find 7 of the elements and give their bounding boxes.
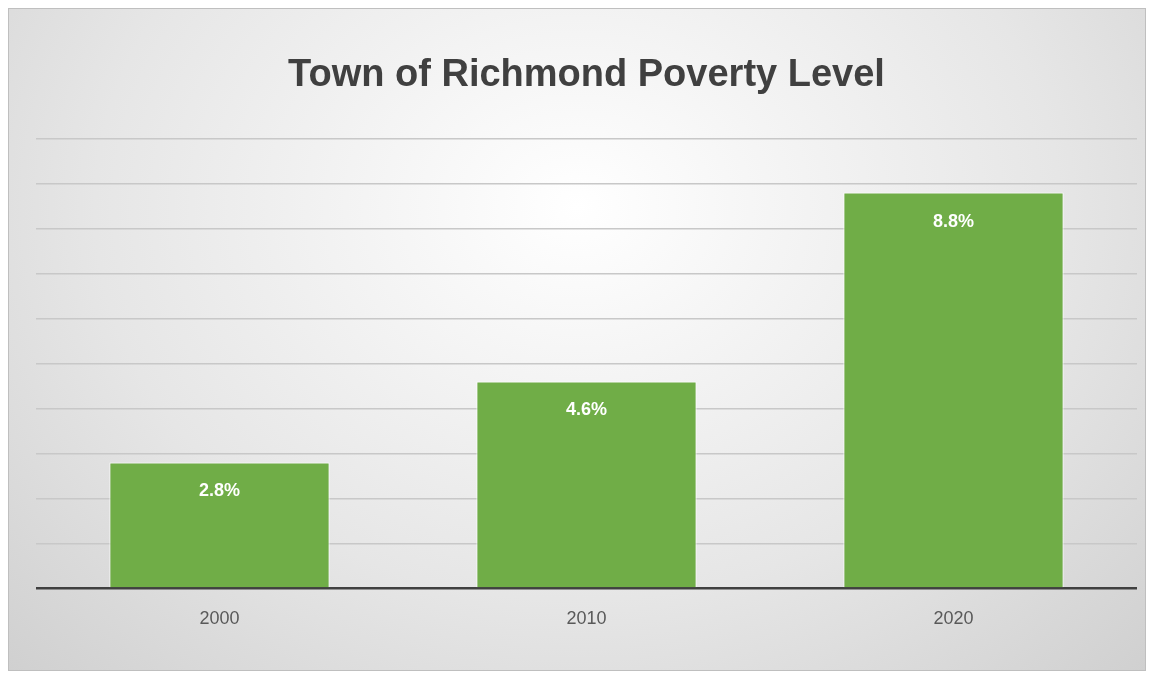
x-tick-label: 2020: [933, 608, 974, 629]
x-tick-label: 2000: [199, 608, 240, 629]
x-tick-label: 2010: [566, 608, 607, 629]
chart-title: Town of Richmond Poverty Level: [288, 52, 885, 95]
data-label: 8.8%: [932, 210, 975, 231]
data-label: 4.6%: [565, 399, 608, 420]
data-label: 2.8%: [198, 480, 241, 501]
